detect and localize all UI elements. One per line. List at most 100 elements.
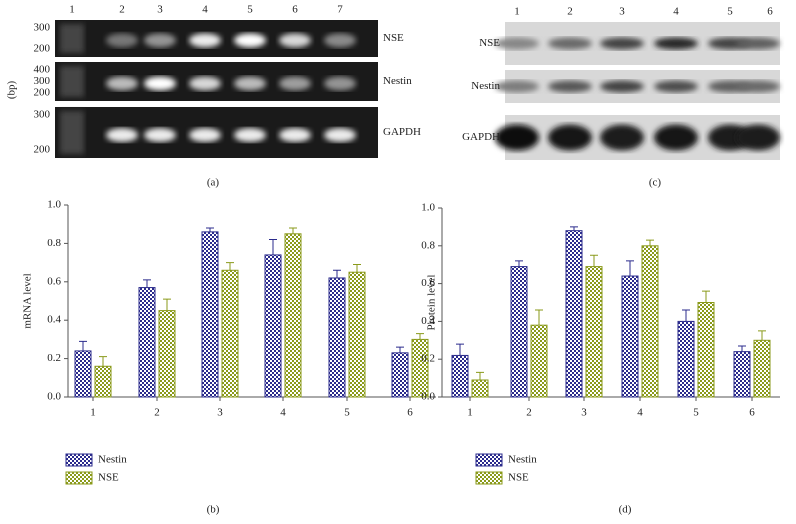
blot-band bbox=[736, 37, 780, 50]
error-bar bbox=[396, 346, 404, 353]
error-bar bbox=[333, 269, 341, 278]
marker-label: 300 bbox=[34, 75, 51, 87]
bar bbox=[221, 269, 239, 398]
blot-band bbox=[495, 37, 539, 50]
error-bar bbox=[646, 239, 654, 246]
bar bbox=[753, 339, 771, 398]
legend-swatch bbox=[65, 471, 93, 485]
legend-label: Nestin bbox=[508, 454, 537, 466]
blot-band bbox=[600, 37, 644, 50]
x-tick-label: 2 bbox=[154, 407, 160, 419]
error-bar bbox=[143, 279, 151, 288]
bar bbox=[565, 230, 583, 398]
error-bar bbox=[416, 333, 424, 340]
gel-band bbox=[279, 128, 311, 143]
legend-label: NSE bbox=[508, 472, 529, 484]
marker-label: 300 bbox=[34, 109, 51, 121]
gel-band bbox=[144, 76, 176, 91]
error-bar bbox=[163, 298, 171, 311]
error-bar bbox=[570, 226, 578, 231]
x-tick-label: 6 bbox=[407, 407, 413, 419]
marker-label: 200 bbox=[34, 87, 51, 99]
bar bbox=[641, 245, 659, 398]
y-tick-label: 1.0 bbox=[421, 202, 435, 214]
lane-label: 6 bbox=[292, 4, 298, 16]
row-label: Nestin bbox=[471, 80, 500, 92]
marker-label: 400 bbox=[34, 64, 51, 76]
ladder bbox=[60, 24, 84, 53]
marker-label: 200 bbox=[34, 43, 51, 55]
lane-label: 4 bbox=[673, 6, 679, 18]
legend-swatch bbox=[475, 471, 503, 485]
lane-label: 6 bbox=[767, 6, 773, 18]
y-axis-label: Protein level bbox=[426, 275, 438, 331]
bar bbox=[451, 354, 469, 398]
gel-band bbox=[324, 33, 356, 48]
error-bar bbox=[269, 239, 277, 255]
bar bbox=[348, 271, 366, 398]
gel-band bbox=[234, 76, 266, 91]
blot-band bbox=[654, 80, 698, 93]
gel-band bbox=[279, 76, 311, 91]
legend-label: NSE bbox=[98, 472, 119, 484]
bar bbox=[411, 338, 429, 398]
lane-label: 2 bbox=[567, 6, 573, 18]
error-bar bbox=[626, 260, 634, 277]
error-bar bbox=[702, 290, 710, 303]
blot-band bbox=[654, 124, 698, 151]
blot-band bbox=[495, 124, 539, 151]
gel-band bbox=[234, 128, 266, 143]
marker-label: 200 bbox=[34, 144, 51, 156]
x-tick-label: 1 bbox=[90, 407, 96, 419]
blot-band bbox=[548, 124, 592, 151]
bar bbox=[530, 324, 548, 398]
y-tick-label: 1.0 bbox=[47, 199, 61, 211]
lane-label: 1 bbox=[69, 4, 75, 16]
bar bbox=[471, 379, 489, 398]
bar bbox=[677, 320, 695, 398]
y-tick-label: 0.2 bbox=[421, 353, 435, 365]
lane-label: 3 bbox=[157, 4, 163, 16]
caption: (a) bbox=[207, 177, 220, 189]
y-axis-label: mRNA level bbox=[22, 273, 34, 328]
row-label: NSE bbox=[479, 37, 500, 49]
gel-band bbox=[106, 128, 138, 143]
blot-band bbox=[495, 80, 539, 93]
error-bar bbox=[353, 264, 361, 273]
caption: (d) bbox=[619, 504, 632, 516]
y-tick-label: 0.2 bbox=[47, 352, 61, 364]
ladder bbox=[60, 66, 84, 97]
blot-band bbox=[548, 37, 592, 50]
error-bar bbox=[515, 260, 523, 267]
error-bar bbox=[682, 309, 690, 322]
x-tick-label: 4 bbox=[280, 407, 286, 419]
y-tick-label: 0.0 bbox=[421, 391, 435, 403]
gel-band bbox=[234, 33, 266, 48]
blot-band bbox=[600, 124, 644, 151]
legend-swatch bbox=[65, 453, 93, 467]
blot-band bbox=[736, 80, 780, 93]
error-bar bbox=[79, 340, 87, 351]
x-tick-label: 3 bbox=[581, 407, 587, 419]
error-bar bbox=[758, 330, 766, 341]
gel-band bbox=[279, 33, 311, 48]
row-label: NSE bbox=[383, 32, 404, 44]
error-bar bbox=[590, 254, 598, 267]
gel-band bbox=[106, 33, 138, 48]
x-tick-label: 5 bbox=[344, 407, 350, 419]
bar bbox=[201, 231, 219, 398]
bar bbox=[74, 350, 92, 398]
gel-band bbox=[189, 76, 221, 91]
blot-band bbox=[548, 80, 592, 93]
y-tick-label: 0.0 bbox=[47, 391, 61, 403]
row-label: Nestin bbox=[383, 75, 412, 87]
lane-label: 5 bbox=[247, 4, 253, 16]
blot-band bbox=[654, 37, 698, 50]
x-tick-label: 6 bbox=[749, 407, 755, 419]
lane-label: 1 bbox=[514, 6, 520, 18]
legend-label: Nestin bbox=[98, 454, 127, 466]
bar bbox=[733, 351, 751, 398]
blot-band bbox=[736, 124, 780, 151]
x-tick-label: 1 bbox=[467, 407, 473, 419]
bar bbox=[158, 310, 176, 398]
